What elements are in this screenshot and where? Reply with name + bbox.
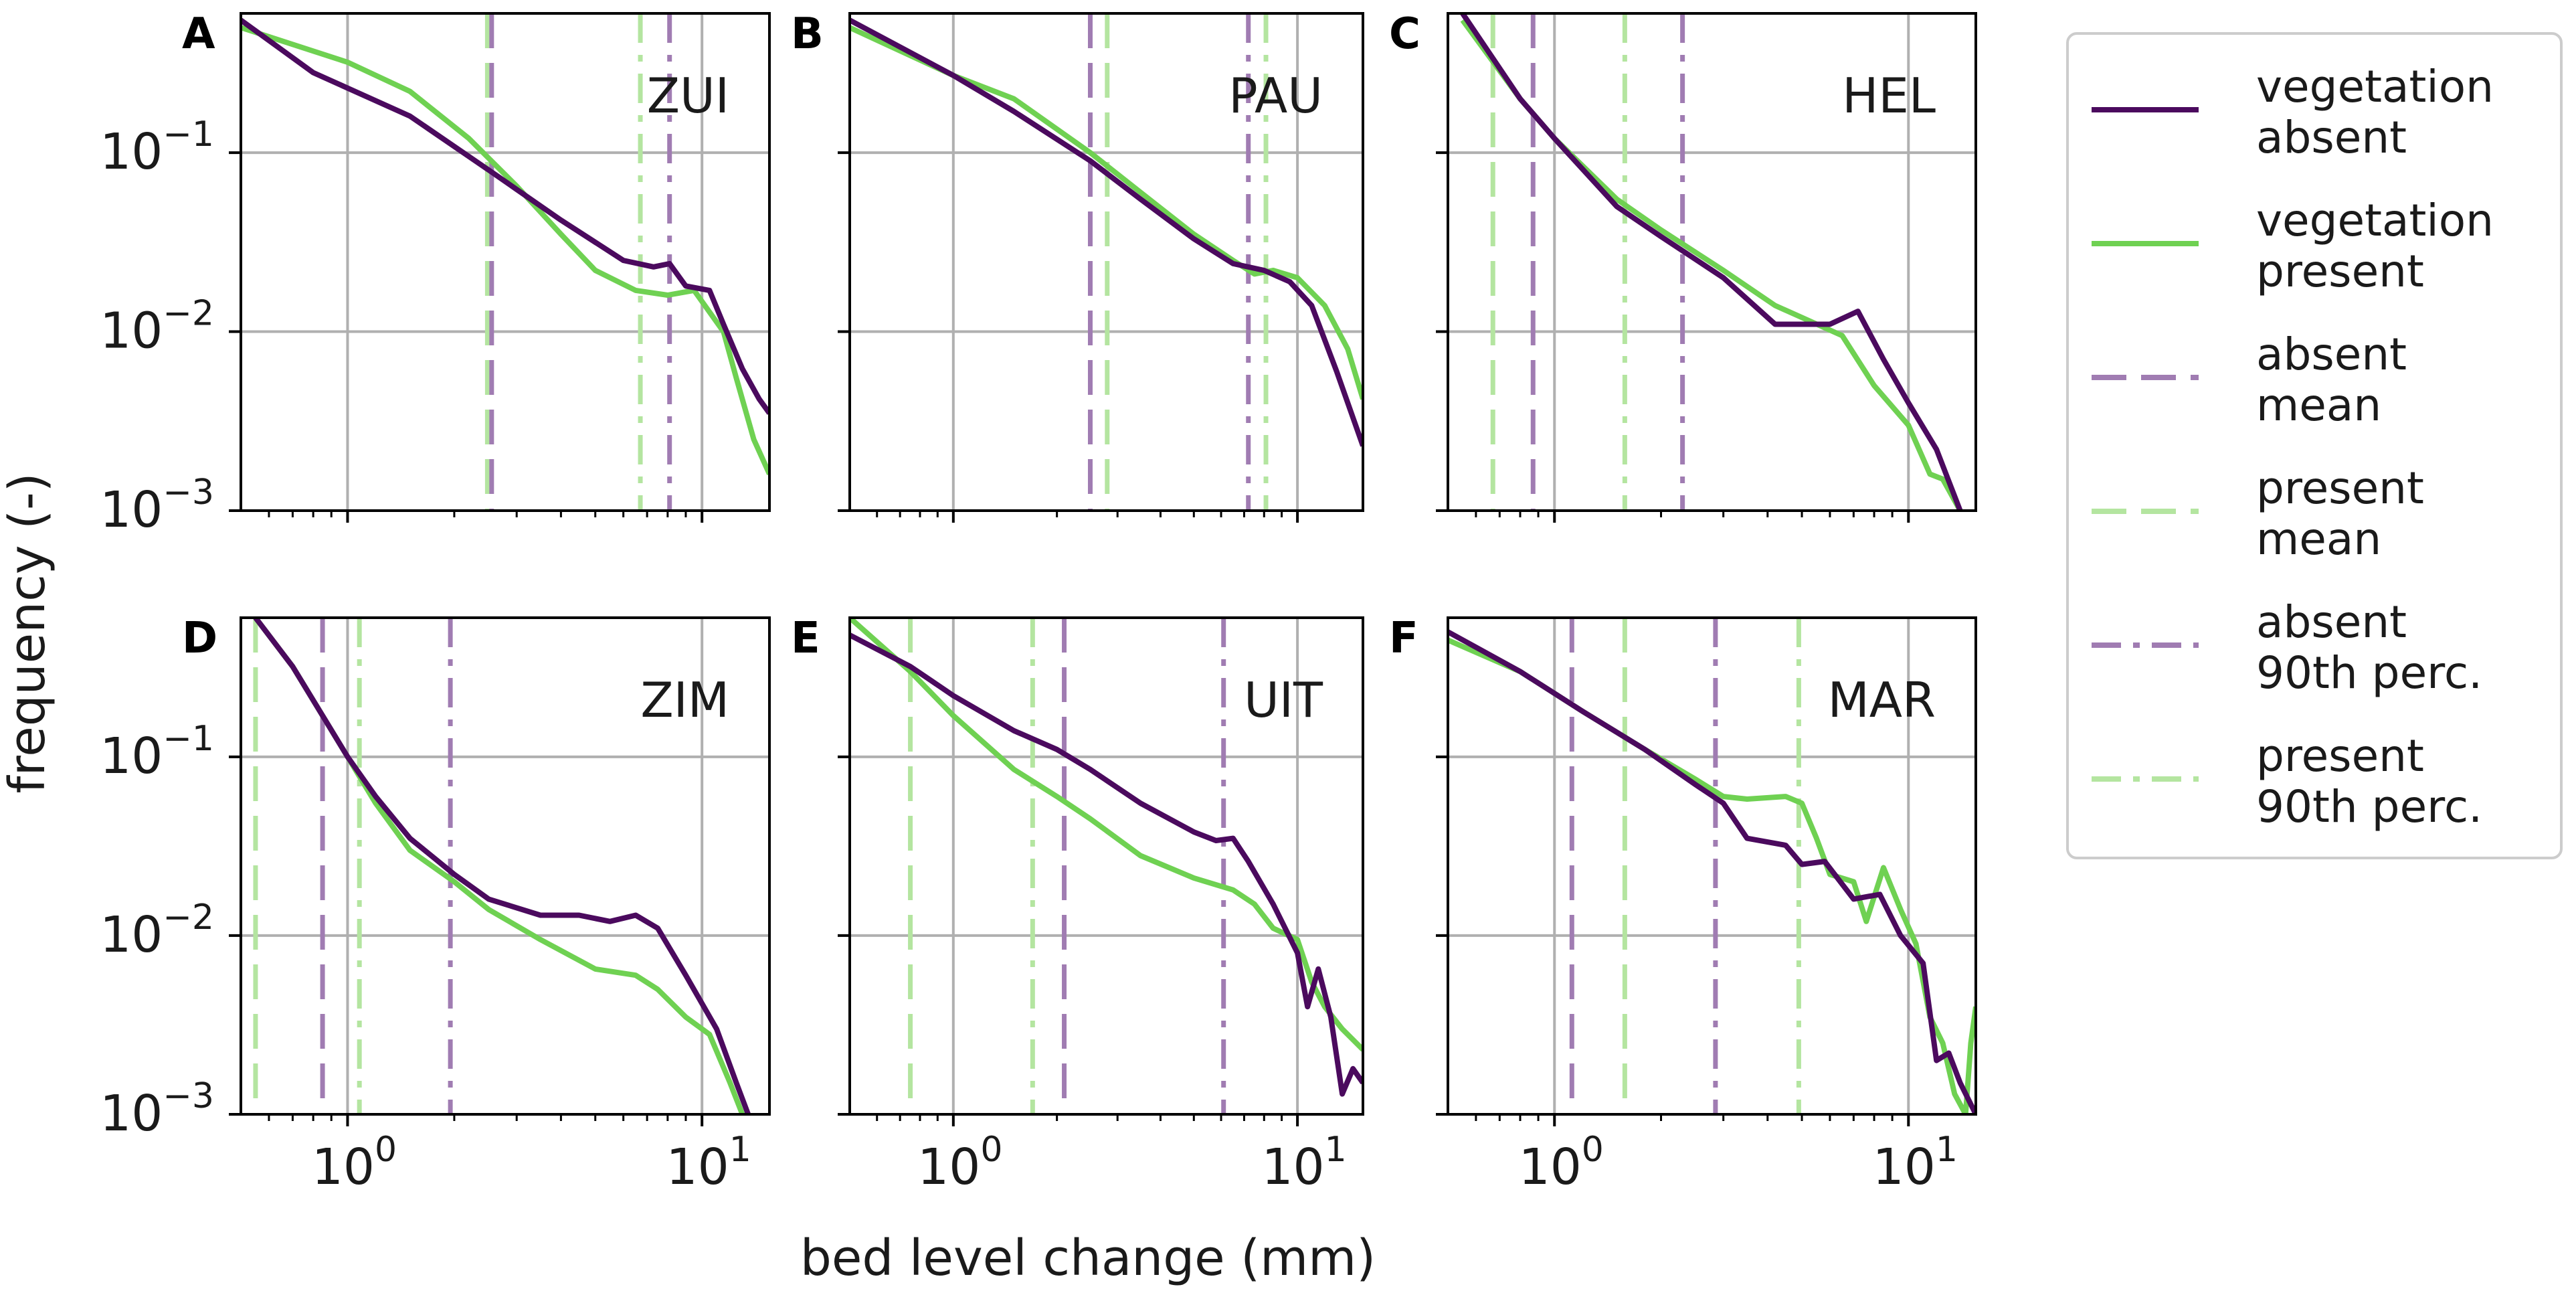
site-label: PAU <box>1228 68 1323 124</box>
panel-letter: D <box>182 614 217 663</box>
axes-frame <box>240 12 771 512</box>
legend-label: absent <box>2256 112 2407 163</box>
x-tick-label: 100 <box>1519 1130 1604 1196</box>
legend-item-present-mean: present mean <box>2069 456 2560 590</box>
plot-area <box>850 618 1363 1114</box>
plot-area <box>253 618 751 1114</box>
site-label: HEL <box>1842 68 1936 124</box>
y-axis-label: frequency (-) <box>0 472 56 793</box>
legend-label: present <box>2256 462 2424 514</box>
legend-label: absent <box>2256 596 2407 648</box>
x-tick-label: 101 <box>1873 1130 1958 1196</box>
y-tick-label: 10−1 <box>100 719 214 785</box>
legend-item-absent-line: vegetation absent <box>2069 55 2560 189</box>
plot-area <box>1460 13 1963 511</box>
legend-item-absent-mean: absent mean <box>2069 323 2560 456</box>
site-label: MAR <box>1828 672 1936 728</box>
series-absent-line <box>241 17 769 415</box>
series-absent-line <box>850 17 1363 447</box>
panel-e: 100 101 UIT E <box>791 614 1364 1196</box>
panel-letter: A <box>182 9 215 59</box>
panel-c: HEL C <box>1389 9 1977 523</box>
y-tick-label: 10−2 <box>100 897 214 964</box>
legend-item-present-line: vegetation present <box>2069 189 2560 323</box>
legend-item-absent-p90: absent 90th perc. <box>2069 590 2560 724</box>
legend-label: vegetation <box>2256 195 2494 246</box>
x-tick-label: 101 <box>666 1130 751 1196</box>
y-tick-label: 10−3 <box>100 472 214 539</box>
legend-label: mean <box>2256 379 2382 431</box>
legend-swatch <box>2092 776 2199 782</box>
axes-frame <box>240 616 771 1116</box>
x-tick-label: 100 <box>312 1130 397 1196</box>
panel-b: PAU B <box>791 9 1364 523</box>
legend-swatch <box>2092 509 2199 514</box>
axes-frame <box>848 616 1364 1116</box>
x-tick-label: 100 <box>917 1130 1002 1196</box>
series-absent-line <box>1460 13 1963 511</box>
legend-swatch <box>2092 375 2199 380</box>
series-absent-line <box>253 618 751 1114</box>
legend-label: present <box>2256 246 2424 297</box>
plot-area <box>850 13 1363 511</box>
x-axis-label: bed level change (mm) <box>800 1229 1376 1287</box>
site-label: ZUI <box>647 68 729 124</box>
site-label: UIT <box>1244 672 1323 728</box>
panel-letter: B <box>791 9 824 59</box>
legend-label: present <box>2256 730 2424 782</box>
panel-d: 10−1 10−2 10−3 100 101 ZIM D <box>100 614 771 1196</box>
legend-label: mean <box>2256 513 2382 565</box>
legend-swatch <box>2092 241 2199 246</box>
series-present-line <box>850 25 1363 400</box>
y-tick-label: 10−2 <box>100 294 214 360</box>
series-absent-line <box>1448 629 1976 1114</box>
legend-item-present-p90: present 90th perc. <box>2069 724 2560 858</box>
panel-letter: C <box>1389 9 1420 59</box>
series-present-line <box>850 618 1363 1052</box>
series-present-line <box>241 25 769 476</box>
plot-area <box>241 13 769 511</box>
y-tick-label: 10−3 <box>100 1076 214 1142</box>
site-label: ZIM <box>640 672 729 728</box>
y-tick-label: 10−1 <box>100 114 214 181</box>
panel-f: 100 101 MAR F <box>1389 614 1977 1196</box>
legend-label: 90th perc. <box>2256 781 2483 833</box>
panel-letter: F <box>1389 614 1418 663</box>
x-tick-label: 101 <box>1261 1130 1346 1196</box>
axes-frame <box>1447 12 1977 512</box>
series-absent-line <box>850 632 1363 1097</box>
legend-label: 90th perc. <box>2256 647 2483 699</box>
legend-swatch <box>2092 107 2199 112</box>
axes-frame <box>1447 616 1977 1116</box>
legend-label: vegetation <box>2256 61 2494 112</box>
panel-letter: E <box>791 614 820 663</box>
legend: vegetation absent vegetation present absent m… <box>2066 32 2563 859</box>
panel-a: 10−1 10−2 10−3 ZUI A <box>100 9 771 539</box>
legend-swatch <box>2092 642 2199 648</box>
axes-frame <box>848 12 1364 512</box>
plot-area <box>1448 618 1976 1114</box>
legend-label: absent <box>2256 329 2407 380</box>
